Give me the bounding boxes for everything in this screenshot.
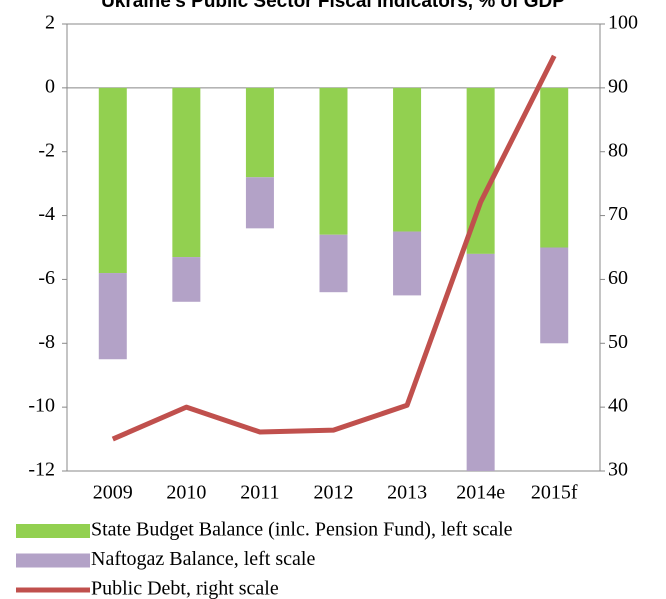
legend-label: State Budget Balance (inlc. Pension Fund… <box>91 519 513 541</box>
y2-tick-label: 30 <box>608 459 628 481</box>
y2-tick-label: 90 <box>608 75 628 97</box>
legend-label: Naftogaz Balance, left scale <box>91 548 315 570</box>
y-tick-label: -10 <box>28 395 55 417</box>
x-tick-label: 2015f <box>531 482 578 504</box>
chart-title: Ukraine's Public Sector Fiscal Indicator… <box>101 0 565 12</box>
bar <box>540 87 569 248</box>
legend-swatch <box>16 524 90 538</box>
legend-swatch <box>16 553 90 568</box>
x-tick-label: 2014e <box>456 482 505 504</box>
line <box>111 54 557 442</box>
x-tick-label: 2011 <box>240 482 279 504</box>
bar <box>172 257 201 302</box>
y-tick-label: -6 <box>38 267 55 289</box>
y2-tick-label: 80 <box>608 139 628 161</box>
legend-label: Public Debt, right scale <box>91 578 279 599</box>
y-tick-label: -8 <box>38 331 55 353</box>
bar <box>319 87 348 235</box>
y-tick-label: -2 <box>38 139 55 161</box>
y2-tick-label: 40 <box>608 395 628 417</box>
bar <box>466 253 495 471</box>
y-tick-label: 0 <box>45 75 55 97</box>
x-tick-label: 2010 <box>166 482 206 504</box>
x-tick-label: 2009 <box>93 482 133 504</box>
x-tick-label: 2013 <box>387 482 427 504</box>
y2-tick-label: 100 <box>608 12 638 34</box>
y2-tick-label: 50 <box>608 331 628 353</box>
plot-frame <box>66 23 601 472</box>
bar <box>393 231 422 296</box>
bar <box>172 87 201 258</box>
y2-tick-label: 60 <box>608 267 628 289</box>
bar <box>393 87 422 232</box>
bar <box>245 177 274 229</box>
bar <box>319 234 348 293</box>
bar <box>98 273 127 360</box>
bar <box>245 87 274 178</box>
y-tick-label: 2 <box>45 12 55 34</box>
y2-tick-label: 70 <box>608 203 628 225</box>
y-tick-label: -4 <box>38 203 55 225</box>
x-tick-label: 2012 <box>314 482 354 504</box>
bar <box>98 87 127 274</box>
y-tick-label: -12 <box>28 459 55 481</box>
bar <box>540 247 569 344</box>
